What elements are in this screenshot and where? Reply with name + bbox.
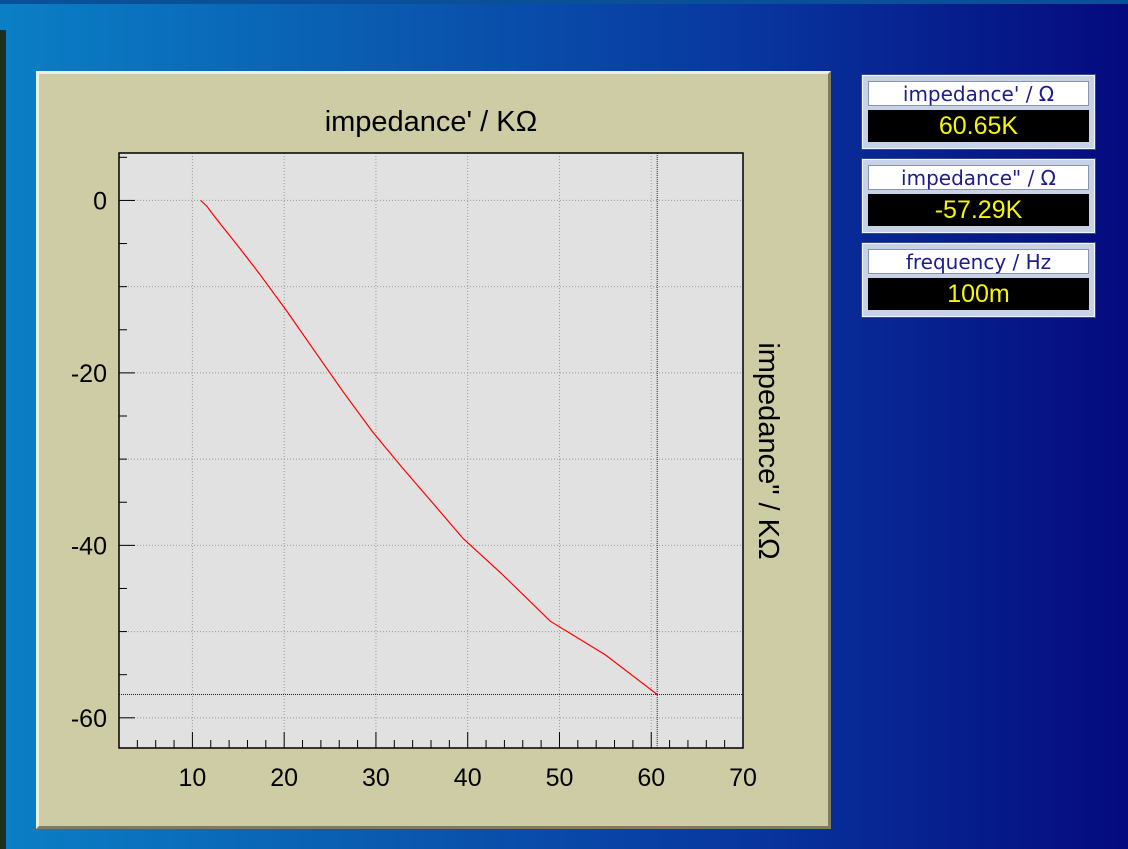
readout-label: impedance" / Ω [868, 165, 1089, 190]
readout-value: 100m [868, 278, 1089, 310]
series-line [200, 199, 658, 695]
window-top-strip [0, 0, 1128, 4]
background-window-edge [0, 30, 6, 849]
y-tick-label: 0 [93, 187, 107, 215]
y-tick-label: -20 [71, 360, 107, 388]
readout-value: 60.65K [868, 110, 1089, 142]
x-tick-label: 60 [637, 764, 665, 792]
x-tick-label: 50 [546, 764, 574, 792]
readout-label: frequency / Hz [868, 249, 1089, 274]
plot-area [119, 153, 743, 748]
y-tick-label: -60 [71, 705, 107, 733]
readout-box: impedance" / Ω -57.29K [861, 158, 1096, 234]
y-tick-label: -40 [71, 532, 107, 560]
impedance-chart: 10 20 30 40 50 60 70 0 -20 -40 -60 impedance' / KΩ i… [71, 106, 784, 792]
x-tick-label: 20 [270, 764, 298, 792]
x-tick-label: 40 [454, 764, 482, 792]
x-tick-label: 70 [729, 764, 757, 792]
x-axis-label: impedance' / KΩ [325, 106, 538, 138]
readout-box: impedance' / Ω 60.65K [861, 74, 1096, 150]
chart-panel: 10 20 30 40 50 60 70 0 -20 -40 -60 impedance' / KΩ i… [36, 71, 831, 829]
readout-label: impedance' / Ω [868, 81, 1089, 106]
x-tick-label: 10 [179, 764, 207, 792]
readout-box: frequency / Hz 100m [861, 242, 1096, 318]
y-axis-label: impedance" / KΩ [752, 342, 784, 559]
x-tick-label: 30 [362, 764, 390, 792]
readout-value: -57.29K [868, 194, 1089, 226]
